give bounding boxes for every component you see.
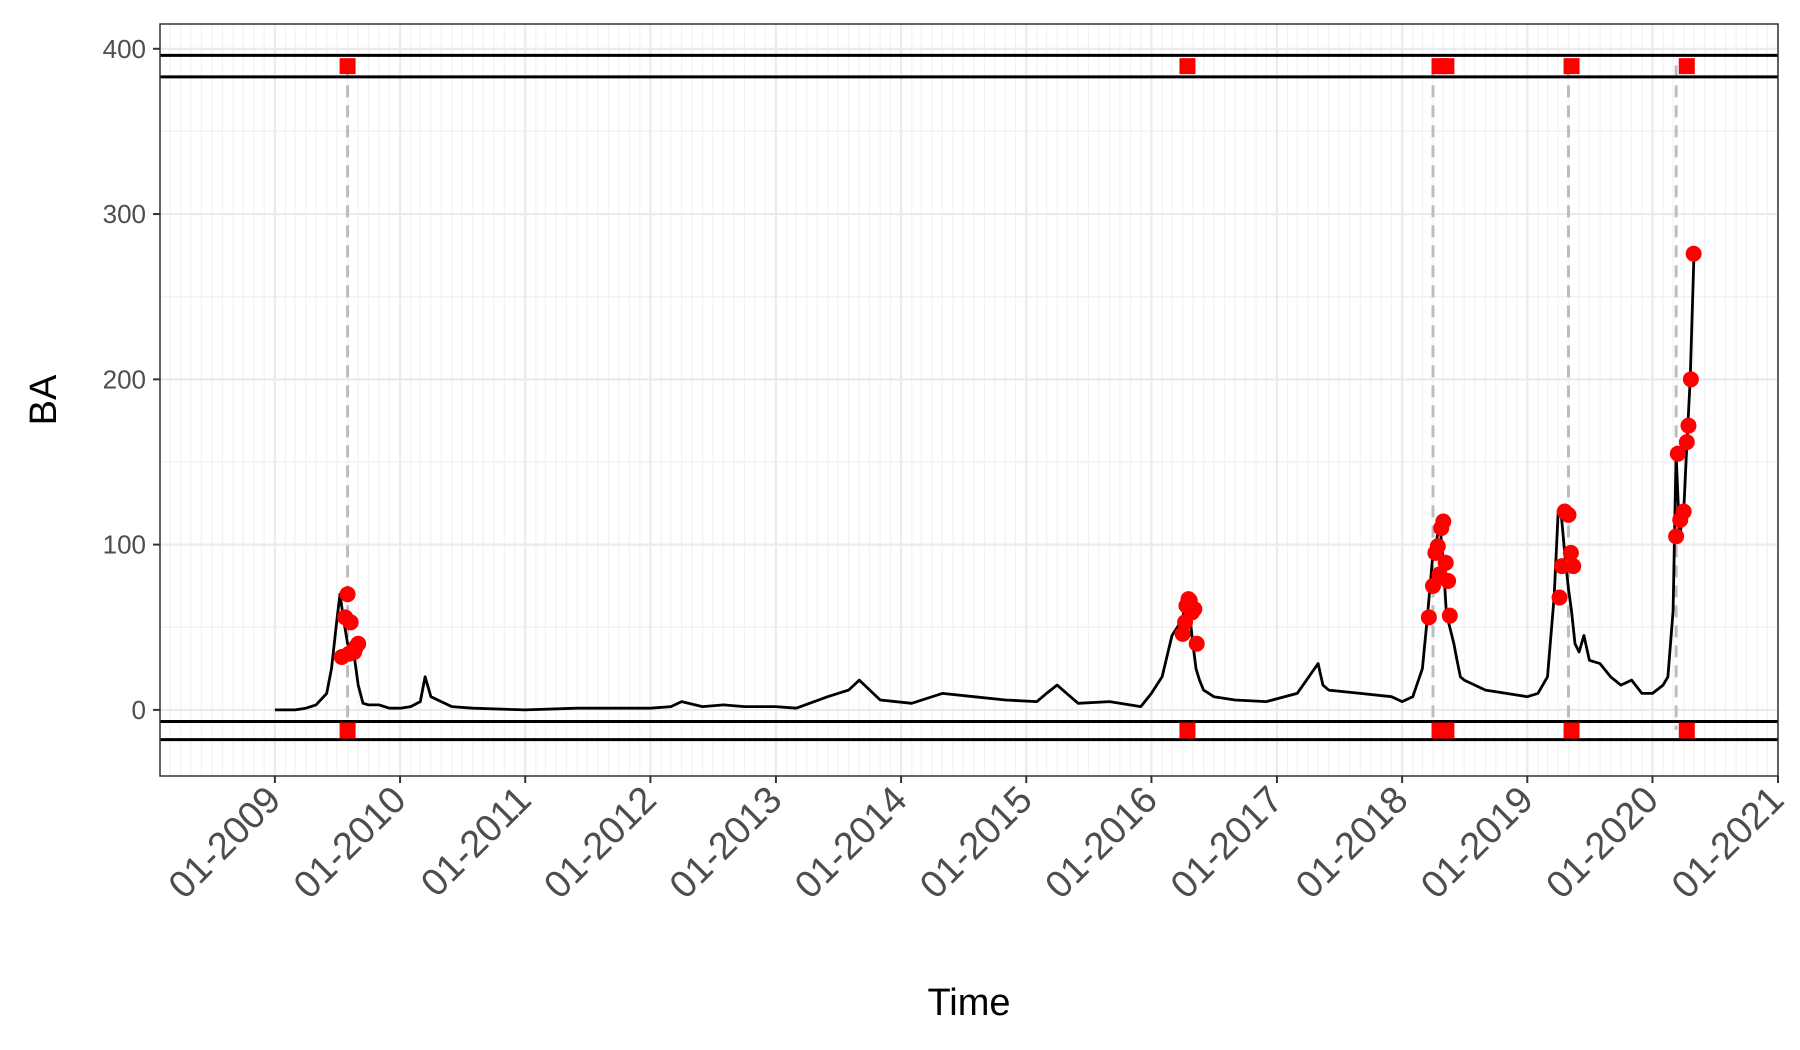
data-point [1188,635,1205,652]
data-point [339,586,356,603]
data-point [1678,434,1695,451]
data-point [340,645,357,662]
data-point [1685,245,1702,262]
data-point [1420,609,1437,626]
y-tick-label: 400 [103,34,146,64]
event-marker [1179,58,1196,75]
event-marker [1678,722,1695,739]
marker-band-lines [160,53,1778,742]
event-marker [1678,58,1695,75]
y-tick-label: 0 [132,695,146,725]
data-point [1680,417,1697,434]
data-point [1437,554,1454,571]
data-point [1429,538,1446,555]
event-marker [339,58,356,75]
grid-minor [159,24,1779,776]
event-vlines [346,65,1678,730]
data-point [1186,601,1203,618]
y-tick-label: 100 [103,530,146,560]
event-marker [1438,58,1455,75]
data-point [1551,589,1568,606]
event-marker [1563,722,1580,739]
data-point [1565,558,1582,575]
data-point [1440,572,1457,589]
data-point [1435,513,1452,530]
y-tick-label: 300 [103,199,146,229]
series-points-group [333,245,1702,666]
event-markers [339,58,1695,739]
x-axis-title: Time [927,982,1010,1024]
event-marker [1438,722,1455,739]
event-marker [1563,58,1580,75]
y-tick-labels: 0 100 200 300 400 [103,34,146,725]
event-marker [1179,722,1196,739]
data-point [1553,558,1570,575]
axis-ticks [153,47,1779,783]
data-point [342,614,359,631]
data-point [1682,371,1699,388]
panel-border [159,23,1779,777]
y-axis-title: BA [23,374,65,425]
y-tick-label: 200 [103,364,146,394]
data-point [1669,445,1686,462]
data-point [1668,528,1685,545]
data-point [1441,607,1458,624]
data-point [1675,503,1692,520]
data-point [1562,544,1579,561]
grid-major [160,24,1780,776]
event-marker [339,722,356,739]
data-point [1560,506,1577,523]
